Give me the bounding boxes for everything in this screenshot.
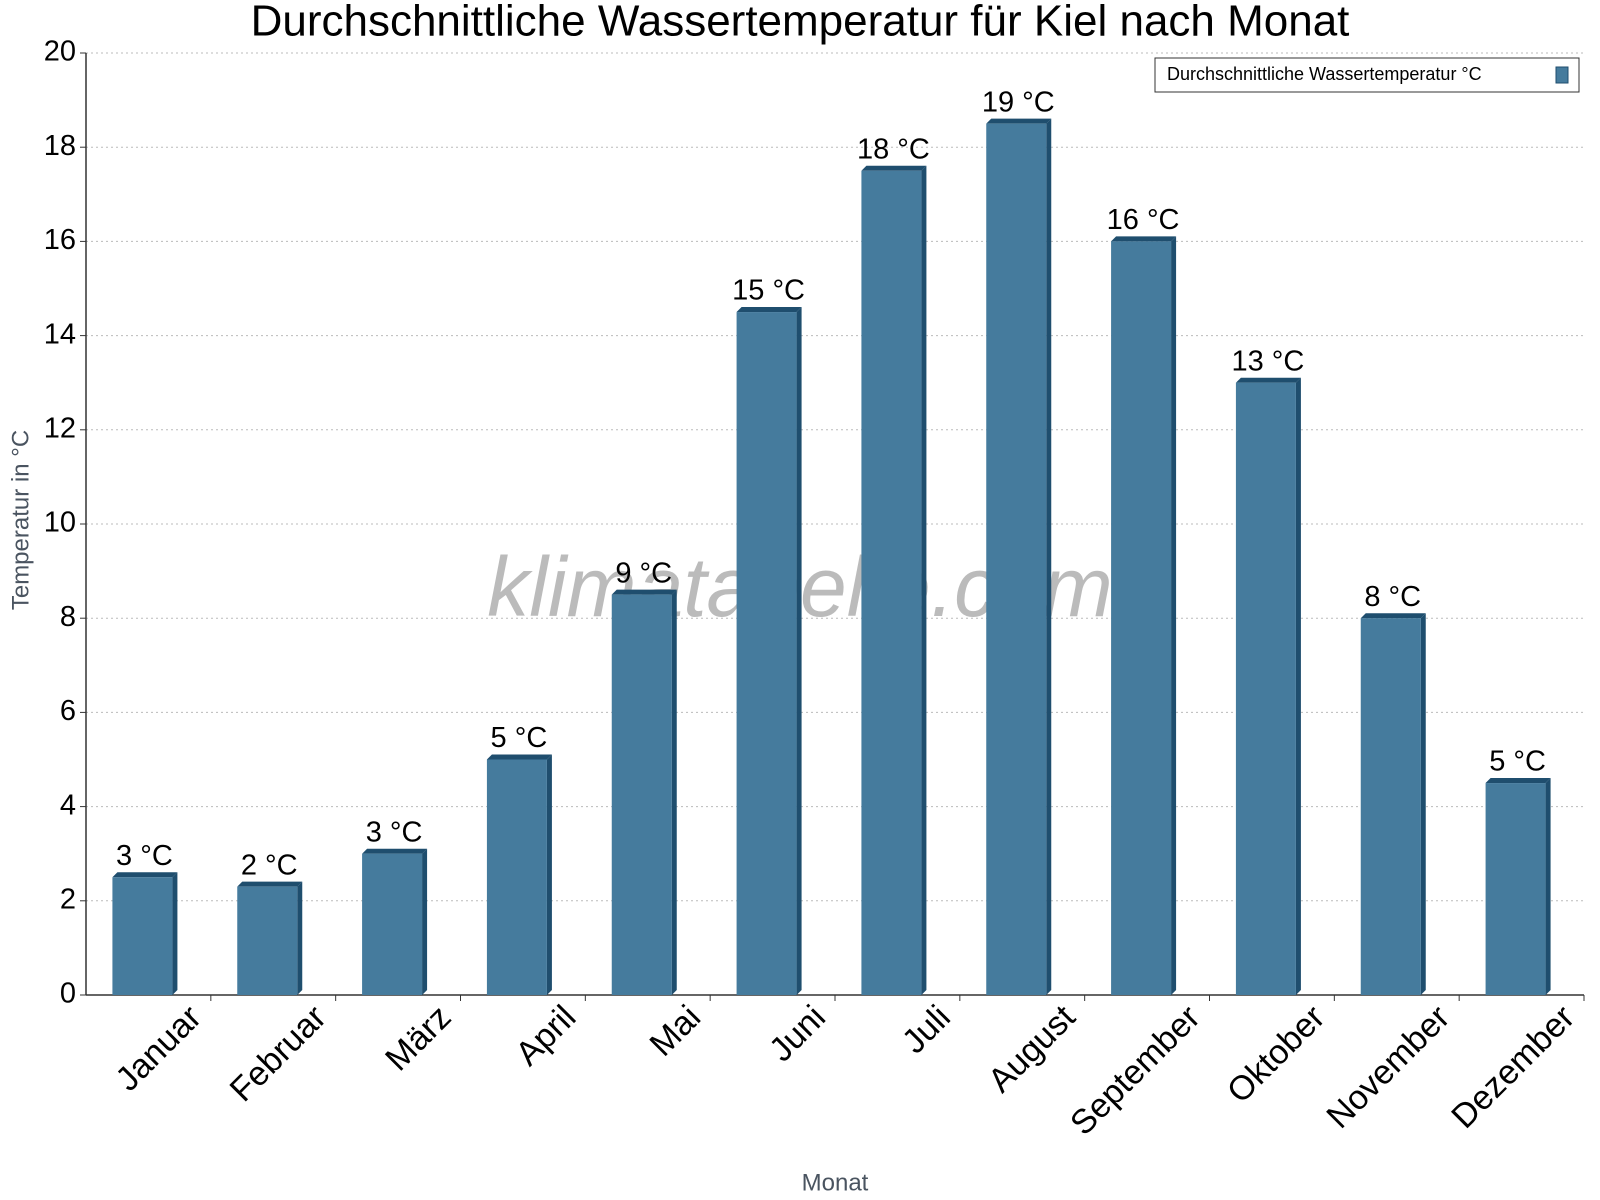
bar-top [362,848,428,854]
y-tick-label: 20 [44,36,76,68]
bar-top [861,165,927,171]
bar-side [1171,236,1177,995]
bar-top [1235,377,1301,383]
value-label: 16 °C [1107,204,1180,236]
x-tick-label: August [981,998,1083,1100]
bar-side [921,165,927,995]
value-label: 2 °C [241,849,298,881]
bar [1485,783,1546,995]
bar [611,594,672,995]
bar-side [796,307,802,995]
value-label: 3 °C [366,816,423,848]
bar-top [736,307,802,313]
bar [112,877,173,995]
legend-box [1154,57,1580,93]
value-label: 9 °C [615,557,672,589]
value-label: 5 °C [1489,746,1546,778]
value-label: 15 °C [732,275,805,307]
bar-side [1295,377,1301,995]
bar-side [422,848,428,995]
x-tick-label: Juli [895,998,958,1061]
x-tick-label: Februar [223,998,334,1109]
bar-top [611,589,677,595]
bar-side [546,754,552,995]
x-tick-label: Oktober [1220,998,1332,1110]
bar-top [1111,236,1177,242]
x-tick-label: September [1063,998,1207,1142]
bar [736,312,797,995]
x-tick-label: April [508,998,583,1073]
bar [237,886,298,995]
legend-swatch [1555,66,1569,84]
bar-side [172,872,178,995]
bar [1360,618,1421,995]
x-tick-label: November [1319,998,1457,1136]
y-tick-label: 18 [44,130,76,162]
value-label: 3 °C [116,840,173,872]
y-axis-label: Temperatur in °C [7,430,34,610]
legend: Durchschnittliche Wassertemperatur °C [1154,57,1580,93]
bar-top [486,754,552,760]
x-tick-label: März [378,998,458,1078]
value-label: 8 °C [1364,581,1421,613]
bar-side [1046,118,1052,995]
y-tick-label: 2 [60,883,76,915]
y-tick-label: 6 [60,695,76,727]
x-axis-label: Monat [802,1169,869,1196]
y-tick-label: 12 [44,412,76,444]
bar [986,123,1047,995]
x-tick-label: Januar [108,998,208,1098]
y-tick-label: 8 [60,601,76,633]
x-tick-label: Mai [643,998,709,1064]
bar [1111,241,1172,995]
value-label: 19 °C [982,86,1055,118]
bar-side [1545,778,1551,995]
y-tick-label: 0 [60,978,76,1010]
bar-side [297,881,303,995]
value-label: 18 °C [857,133,930,165]
bar-side [671,589,677,995]
legend-label: Durchschnittliche Wassertemperatur °C [1167,64,1482,84]
y-tick-label: 16 [44,224,76,256]
bar-side [1420,613,1426,995]
bar [362,853,423,995]
chart-title: Durchschnittliche Wassertemperatur für K… [251,0,1350,46]
bar [486,759,547,995]
x-tick-label: Juni [762,998,833,1069]
bar-top [1485,778,1551,784]
bar-top [112,872,178,878]
value-label: 5 °C [491,722,548,754]
x-tick-label: Dezember [1444,998,1582,1136]
y-tick-label: 10 [44,507,76,539]
bar-top [237,881,303,887]
bar-top [986,118,1052,124]
y-tick-label: 14 [44,318,76,350]
y-tick-label: 4 [60,789,76,821]
bar [1235,382,1296,995]
bar [861,170,922,995]
value-label: 13 °C [1231,345,1304,377]
bar-top [1360,613,1426,619]
